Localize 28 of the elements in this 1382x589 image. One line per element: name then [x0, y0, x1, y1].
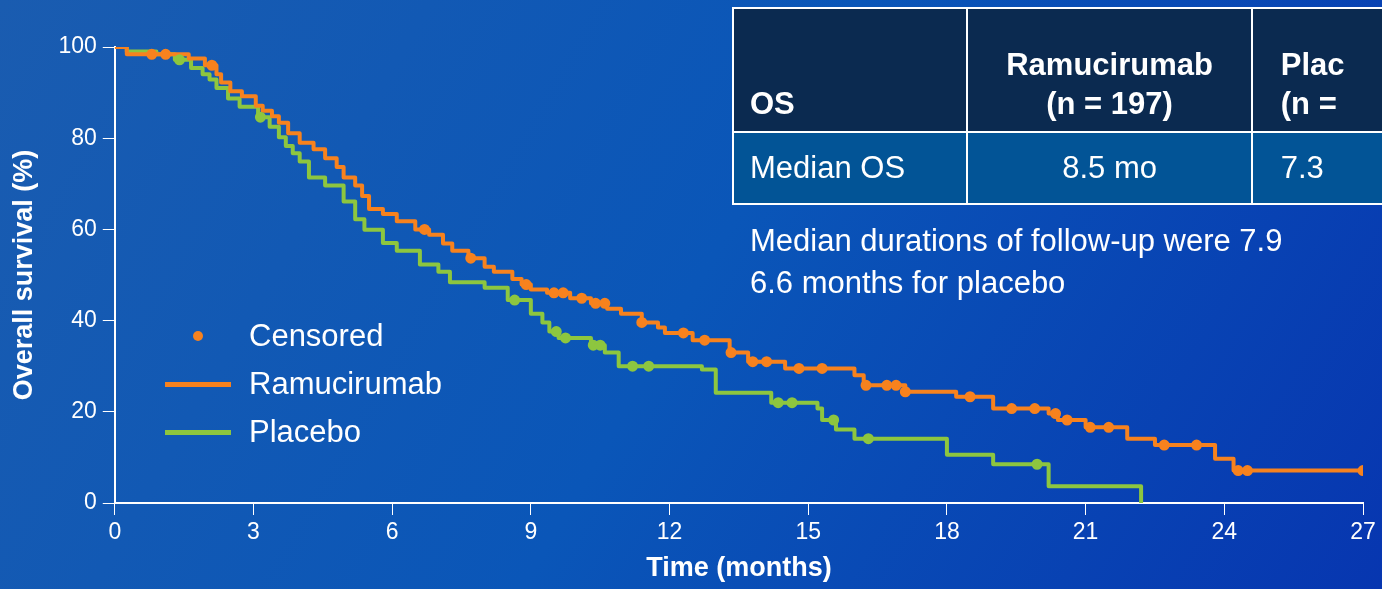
x-tick-label: 9	[524, 518, 538, 545]
annotation: 7.3	[1251, 132, 1382, 204]
legend-label: Ramucirumab	[249, 365, 442, 403]
annotation: Median OS	[733, 132, 968, 204]
annotation: Plac (n =	[1251, 8, 1382, 132]
y-tick-label: 60	[71, 214, 97, 241]
y-axis-title: Overall survival (%)	[7, 149, 38, 401]
x-tick-label: 6	[385, 518, 399, 545]
x-tick-label: 18	[934, 518, 960, 545]
x-tick-label: 12	[656, 518, 683, 545]
x-tick-label: 24	[1211, 518, 1238, 545]
x-tick-label: 0	[108, 518, 122, 545]
legend-label: Placebo	[249, 413, 362, 451]
y-tick-label: 40	[71, 305, 97, 332]
y-tick-label: 80	[71, 123, 97, 150]
x-tick-label: 15	[795, 518, 822, 545]
x-tick-label: 21	[1072, 518, 1099, 545]
x-axis-title: Time (months)	[646, 552, 832, 583]
annotation: Ramucirumab (n = 197)	[967, 8, 1252, 132]
y-tick-label: 20	[71, 397, 97, 424]
annotation: 8.5 mo	[967, 132, 1252, 204]
x-tick-label: 3	[247, 518, 260, 545]
x-tick-label: 27	[1350, 518, 1376, 545]
annotation: OS	[733, 8, 968, 132]
legend-label: Censored	[249, 317, 384, 355]
annotation: Median durations of follow-up were 7.9 6.6 months for placebo	[750, 222, 1283, 302]
y-tick-label: 0	[83, 488, 97, 515]
y-tick-label: 100	[58, 32, 97, 59]
